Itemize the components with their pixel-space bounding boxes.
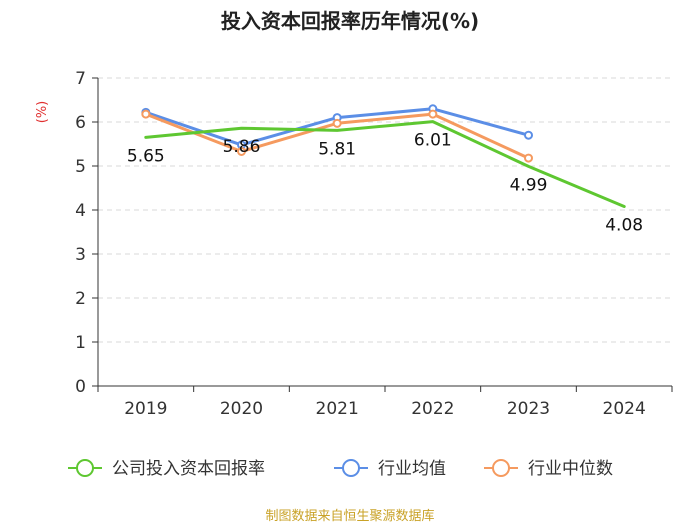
x-tick-label: 2022 xyxy=(411,399,454,419)
legend-marker xyxy=(492,459,510,477)
legend-label: 行业中位数 xyxy=(528,459,613,479)
series-point xyxy=(141,109,151,119)
source-note: 制图数据来自恒生聚源数据库 xyxy=(265,508,434,524)
data-label: 4.08 xyxy=(605,215,643,235)
series-point xyxy=(237,146,246,156)
y-tick-label: 5 xyxy=(75,157,86,177)
x-tick-label: 2019 xyxy=(124,399,167,419)
chart-title: 投入资本回报率历年情况(%) xyxy=(221,9,479,33)
x-tick-label: 2020 xyxy=(220,399,263,419)
x-tick-label: 2024 xyxy=(603,399,646,419)
x-tick-label: 2023 xyxy=(507,399,550,419)
y-axis-label: (%) xyxy=(35,101,50,124)
series-point xyxy=(332,118,342,128)
y-tick-label: 6 xyxy=(75,113,86,133)
legend: 公司投入资本回报率 行业均值 行业中位数 xyxy=(68,459,613,479)
legend-label: 公司投入资本回报率 xyxy=(112,459,265,479)
series-point xyxy=(524,153,533,163)
series-point xyxy=(524,130,533,140)
legend-marker xyxy=(76,459,94,477)
y-tick-label: 4 xyxy=(75,201,86,221)
data-label: 5.65 xyxy=(127,146,165,166)
y-tick-label: 7 xyxy=(75,69,86,89)
y-tick-label: 1 xyxy=(75,333,86,353)
data-label: 5.81 xyxy=(318,139,356,159)
y-tick-label: 2 xyxy=(75,289,86,309)
data-labels: 5.65 5.86 5.81 6.01 4.99 4.08 xyxy=(127,131,643,236)
y-tick-label: 0 xyxy=(75,377,86,397)
series-point xyxy=(428,109,438,119)
x-tick-label: 2021 xyxy=(316,399,359,419)
axes: 0 1 2 3 4 5 6 7 2019 2020 2021 2022 2023 2024 xyxy=(75,69,673,419)
series-line xyxy=(144,120,626,208)
legend-marker xyxy=(342,459,360,477)
y-tick-label: 3 xyxy=(75,245,86,265)
grid-lines xyxy=(98,77,672,343)
series-lines xyxy=(141,104,626,208)
data-label: 5.86 xyxy=(223,137,261,157)
data-label: 4.99 xyxy=(510,175,548,195)
legend-label: 行业均值 xyxy=(378,459,446,479)
data-label: 6.01 xyxy=(414,131,452,151)
